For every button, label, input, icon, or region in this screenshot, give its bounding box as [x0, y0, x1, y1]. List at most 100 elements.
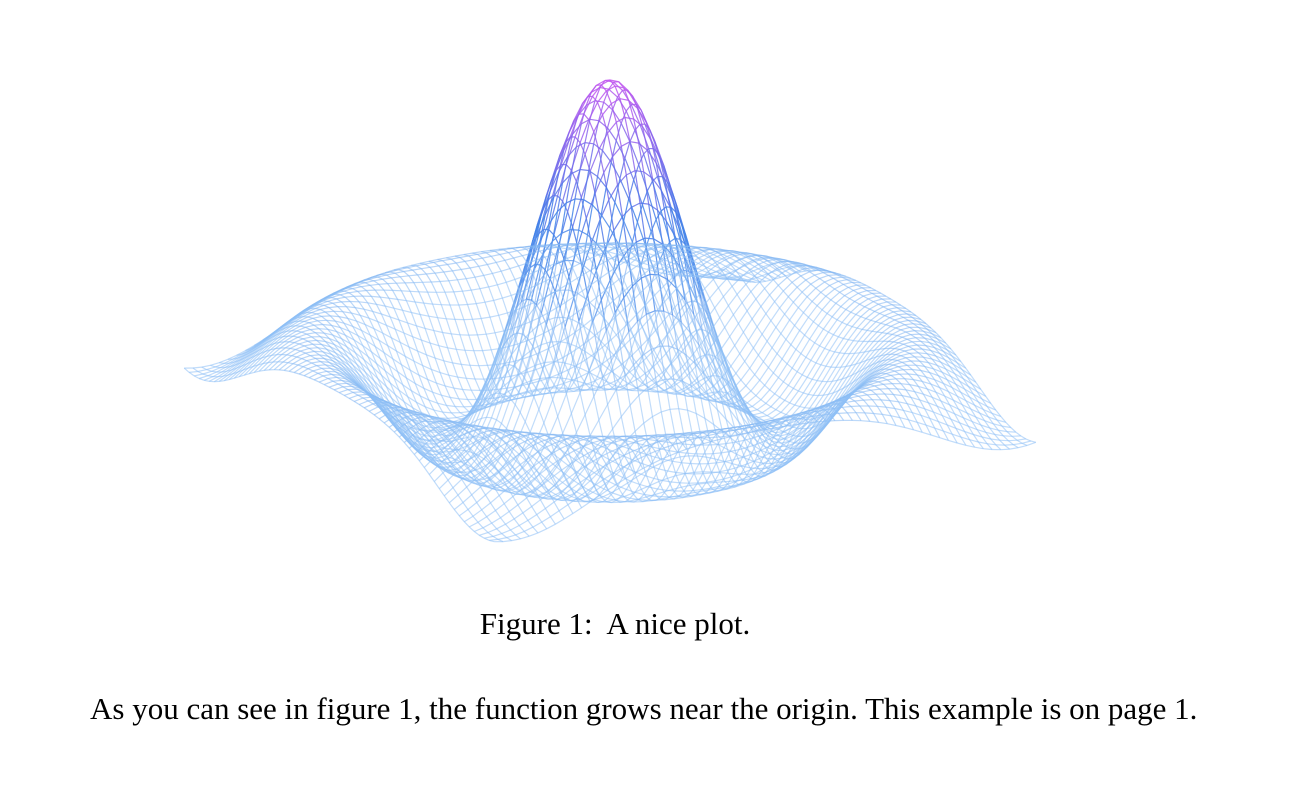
mesh-line-x: [711, 471, 720, 474]
mesh-line-x: [303, 370, 314, 377]
mesh-line-x: [406, 425, 416, 433]
mesh-line-x: [436, 455, 446, 459]
mesh-line-y: [643, 486, 650, 495]
mesh-line-y: [533, 396, 540, 410]
mesh-line-x: [599, 460, 610, 471]
mesh-line-y: [448, 448, 455, 450]
mesh-line-x: [320, 307, 330, 311]
mesh-line-y: [594, 193, 601, 220]
mesh-line-y: [483, 458, 490, 464]
mesh-line-y: [315, 332, 321, 338]
mesh-line-x: [328, 337, 339, 343]
mesh-line-x: [479, 286, 489, 290]
mesh-line-x: [587, 270, 597, 296]
mesh-line-y: [386, 274, 392, 279]
mesh-line-x: [387, 345, 397, 352]
mesh-line-x: [693, 471, 703, 473]
mesh-line-x: [271, 327, 281, 335]
mesh-line-x: [557, 435, 567, 440]
mesh-line-x: [393, 377, 404, 386]
mesh-line-y: [508, 252, 515, 259]
mesh-line-x: [283, 335, 294, 343]
mesh-line-x: [441, 457, 451, 462]
mesh-line-x: [236, 350, 246, 356]
mesh-line-x: [257, 355, 268, 366]
mesh-line-x: [517, 248, 527, 252]
mesh-line-x: [557, 393, 567, 417]
mesh-line-x: [483, 395, 493, 405]
mesh-line-x: [618, 463, 628, 470]
mesh-line-x: [662, 479, 672, 483]
mesh-line-x: [520, 535, 530, 540]
mesh-line-x: [426, 272, 436, 275]
mesh-line-x: [499, 252, 509, 256]
mesh-line-y: [524, 472, 531, 482]
wireframe: [183, 79, 1037, 543]
mesh-line-x: [265, 343, 275, 352]
mesh-line-x: [356, 363, 366, 373]
mesh-line-x: [278, 362, 289, 371]
mesh-line-x: [470, 424, 480, 430]
mesh-line-y: [637, 444, 644, 453]
mesh-line-x: [594, 100, 604, 103]
mesh-line-x: [679, 455, 689, 458]
mesh-line-x: [530, 454, 541, 470]
mesh-line-x: [367, 302, 377, 305]
mesh-line-x: [323, 332, 333, 336]
mesh-line-x: [362, 345, 372, 353]
mesh-line-x: [438, 417, 448, 419]
mesh-line-x: [495, 394, 506, 420]
mesh-line-y: [613, 464, 620, 474]
mesh-line-x: [394, 394, 405, 403]
mesh-line-y: [449, 304, 456, 320]
mesh-line-x: [597, 501, 607, 503]
mesh-line-x: [501, 529, 511, 535]
mesh-line-x: [611, 109, 622, 124]
mesh-line-x: [409, 423, 420, 430]
mesh-line-y: [408, 411, 415, 422]
mesh-line-x: [401, 364, 411, 371]
mesh-line-x: [372, 310, 382, 315]
mesh-line-x: [447, 468, 457, 471]
mesh-line-y: [408, 447, 415, 455]
mesh-line-x: [550, 510, 560, 518]
mesh-line-y: [675, 436, 682, 443]
mesh-line-y: [399, 276, 406, 284]
mesh-line-x: [516, 246, 525, 249]
mesh-line-x: [412, 336, 422, 341]
mesh-line-y: [427, 431, 434, 437]
mesh-line-x: [421, 266, 431, 270]
mesh-line-y: [344, 334, 351, 344]
mesh-line-y: [473, 428, 480, 432]
mesh-line-y: [567, 504, 574, 514]
mesh-line-x: [330, 346, 340, 352]
mesh-line-x: [599, 475, 610, 483]
mesh-line-x: [632, 488, 642, 494]
mesh-line-x: [566, 438, 576, 443]
mesh-line-y: [434, 357, 441, 373]
mesh-line-y: [374, 289, 381, 298]
mesh-line-x: [520, 431, 531, 452]
mesh-line-y: [509, 449, 516, 458]
mesh-line-x: [585, 454, 596, 467]
mesh-line-x: [298, 368, 309, 375]
mesh-line-x: [433, 409, 443, 413]
mesh-line-x: [376, 363, 386, 372]
mesh-line-y: [667, 461, 674, 472]
mesh-line-y: [502, 453, 509, 461]
mesh-line-x: [319, 328, 328, 330]
mesh-line-x: [297, 360, 307, 366]
mesh-line-y: [442, 332, 449, 348]
mesh-line-y: [284, 369, 290, 372]
mesh-line-x: [614, 202, 625, 222]
mesh-line-y: [323, 332, 330, 339]
mesh-line-x: [452, 268, 462, 272]
mesh-line-y: [312, 370, 319, 374]
mesh-line-y: [372, 367, 379, 379]
mesh-line-x: [340, 358, 350, 366]
mesh-line-x: [570, 498, 580, 502]
mesh-line-x: [556, 446, 566, 454]
mesh-line-x: [426, 420, 436, 424]
mesh-line-y: [561, 438, 567, 443]
mesh-line-y: [430, 369, 437, 384]
